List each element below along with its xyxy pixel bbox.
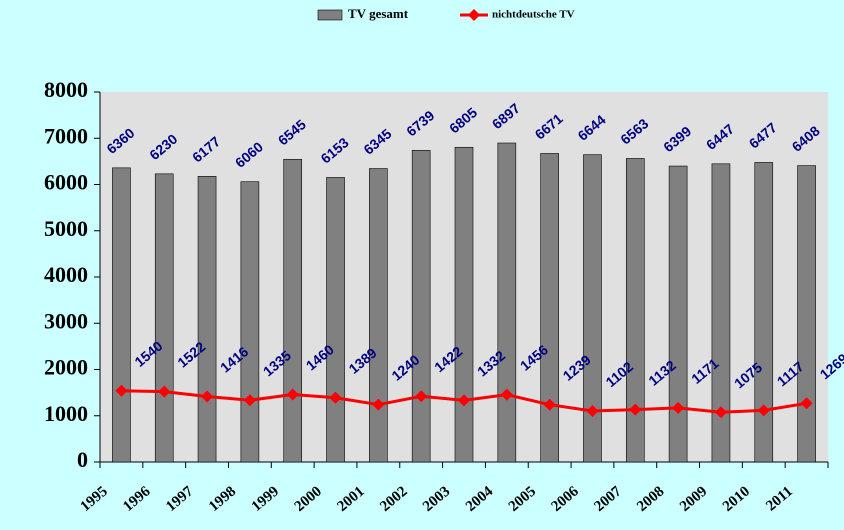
bar [754,162,774,463]
x-tick-label: 2001 [334,483,367,515]
line-marker [586,405,599,418]
x-tick-label: 1999 [249,483,282,515]
y-tick-label: 3000 [44,308,88,333]
x-tick-label: 2005 [506,483,539,515]
x-tick-label: 2002 [377,483,410,515]
y-tick-label: 0 [77,447,88,472]
line-marker [415,390,428,403]
legend-marker [468,9,480,21]
bar [497,142,517,463]
line-marker [543,398,556,411]
x-tick-label: 2011 [763,483,796,514]
bar [797,165,816,463]
line-marker [372,398,385,411]
line-marker [714,406,727,419]
x-tick-label: 2009 [677,483,710,515]
line-marker [458,394,470,407]
line-marker [800,397,813,410]
bar [454,146,474,463]
x-tick-label: 1995 [78,483,111,515]
y-tick-label: 4000 [44,262,88,287]
x-tick-label: 1997 [163,483,197,515]
legend-label: nichtdeutsche TV [492,9,575,21]
bar [668,165,688,463]
bar [583,154,602,463]
x-tick-label: 2000 [292,483,325,515]
y-tick-label: 6000 [44,170,88,195]
bar [711,163,731,463]
line-marker [629,403,642,416]
bar [154,173,174,463]
x-tick-label: 2007 [591,483,625,515]
line-marker [672,401,685,414]
x-tick-label: 1998 [206,483,239,515]
legend-swatch [317,9,343,21]
x-tick-label: 2010 [720,483,753,515]
bar [540,153,559,463]
line-marker [286,388,299,401]
y-tick-label: 5000 [44,216,88,241]
y-tick-label: 7000 [44,123,88,148]
bar [411,150,431,463]
line-marker [158,385,171,398]
bar [326,177,345,463]
x-tick-label: 1996 [120,483,154,515]
line-marker [201,390,214,403]
bar [283,158,303,463]
bar [625,158,645,463]
bar [112,167,131,463]
line-marker [329,391,342,404]
line-marker [757,404,770,417]
line-marker [243,394,256,407]
bar [240,181,260,463]
line-marker [115,384,128,397]
line-marker [500,388,513,401]
y-tick-label: 2000 [44,355,88,380]
x-tick-label: 2008 [634,483,667,515]
bar [369,168,388,463]
x-tick-label: 2003 [420,483,453,515]
y-tick-label: 1000 [44,401,88,426]
x-tick-label: 2004 [463,483,497,515]
bar [197,176,217,463]
x-tick-label: 2006 [549,483,583,515]
y-tick-label: 8000 [44,77,88,102]
legend-label: TV gesamt [348,6,409,21]
